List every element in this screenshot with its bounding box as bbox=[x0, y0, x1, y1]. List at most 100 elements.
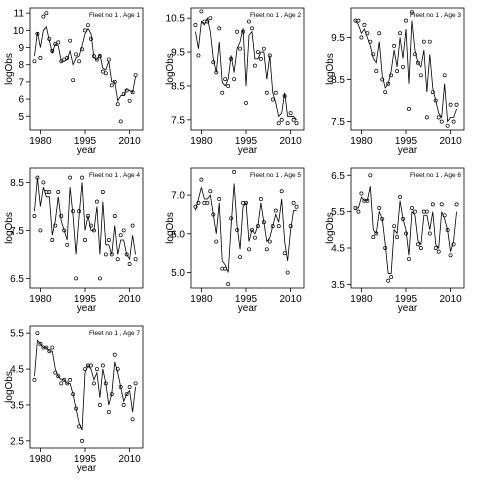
obs-point bbox=[377, 31, 382, 36]
plot-frame bbox=[350, 7, 465, 131]
panel-title: Fleet no 1 , Age 1 bbox=[89, 12, 140, 19]
plot-frame bbox=[29, 167, 144, 289]
obs-point bbox=[214, 239, 219, 244]
y-axis-label: logObs bbox=[165, 53, 176, 85]
y-tick-label: 8.5 bbox=[331, 75, 345, 86]
obs-point bbox=[252, 63, 257, 68]
obs-point bbox=[250, 26, 254, 31]
obs-point bbox=[196, 53, 201, 58]
obs-point bbox=[247, 19, 251, 24]
obs-point bbox=[404, 18, 408, 23]
x-axis-label: year bbox=[398, 303, 418, 314]
y-tick-label: 6.0 bbox=[171, 229, 185, 240]
obs-point bbox=[359, 35, 364, 40]
obs-point bbox=[424, 209, 429, 214]
panel: 1980 1995 2010 2.5 3.5 4.5 5.5 Fleet no 1 , Age… bbox=[4, 325, 144, 474]
obs-point bbox=[418, 73, 423, 78]
obs-point bbox=[395, 235, 400, 240]
obs-point bbox=[109, 83, 114, 88]
obs-point bbox=[80, 438, 84, 443]
x-tick-label: 1995 bbox=[235, 294, 258, 305]
obs-point bbox=[407, 107, 411, 111]
obs-point bbox=[430, 202, 435, 207]
x-tick-label: 2010 bbox=[118, 454, 141, 465]
obs-point bbox=[356, 18, 361, 23]
obs-point bbox=[273, 208, 278, 213]
x-tick-label: 1980 bbox=[190, 294, 213, 305]
obs-point bbox=[389, 275, 394, 280]
obs-point bbox=[100, 190, 105, 194]
obs-point bbox=[238, 255, 243, 259]
obs-point bbox=[89, 363, 93, 368]
y-tick-label: 6 bbox=[18, 95, 24, 106]
obs-point bbox=[94, 199, 99, 204]
obs-point bbox=[229, 216, 234, 221]
obs-point bbox=[401, 64, 405, 69]
obs-point bbox=[97, 402, 102, 407]
obs-point bbox=[127, 262, 132, 266]
obs-point bbox=[94, 367, 99, 372]
obs-point bbox=[238, 46, 243, 51]
obs-point bbox=[74, 276, 79, 281]
obs-point bbox=[62, 228, 67, 233]
obs-point bbox=[68, 38, 73, 43]
y-axis-label: logObs bbox=[4, 371, 15, 403]
y-tick-label: 9 bbox=[18, 43, 24, 54]
obs-point bbox=[217, 26, 222, 31]
obs-point bbox=[44, 11, 49, 16]
y-axis-label: logObs bbox=[4, 53, 15, 85]
obs-point bbox=[208, 189, 213, 194]
obs-point bbox=[398, 195, 403, 200]
obs-point bbox=[127, 98, 132, 103]
obs-point bbox=[244, 100, 248, 105]
obs-point bbox=[59, 381, 64, 386]
fit-line bbox=[34, 26, 136, 102]
obs-point bbox=[65, 242, 70, 247]
x-tick-label: 2010 bbox=[118, 294, 141, 305]
y-tick-label: 6.5 bbox=[331, 171, 345, 182]
obs-point bbox=[291, 200, 296, 205]
y-tick-label: 11 bbox=[14, 9, 25, 20]
obs-point bbox=[83, 238, 87, 242]
obs-point bbox=[371, 52, 376, 57]
x-axis-label: year bbox=[238, 145, 258, 156]
obs-point bbox=[288, 111, 293, 116]
y-tick-label: 7.5 bbox=[171, 115, 185, 126]
obs-point bbox=[232, 77, 237, 82]
obs-point bbox=[89, 36, 93, 41]
panel: 1980 1995 2010 7.5 8.5 9.5 10.5 Fleet no 1 , Ag… bbox=[165, 7, 305, 156]
obs-point bbox=[362, 22, 367, 27]
obs-point bbox=[130, 223, 135, 228]
y-tick-label: 7 bbox=[18, 77, 24, 88]
obs-point bbox=[115, 367, 120, 372]
obs-point bbox=[410, 206, 414, 210]
panel: 1980 1995 2010 5.0 6.0 7.0 Fleet no 1 , Age 5 y… bbox=[165, 167, 305, 314]
obs-point bbox=[220, 90, 225, 95]
obs-point bbox=[235, 29, 240, 34]
obs-point bbox=[133, 257, 138, 262]
obs-point bbox=[261, 46, 266, 51]
x-tick-label: 2010 bbox=[279, 136, 302, 147]
obs-point bbox=[112, 352, 117, 357]
obs-point bbox=[454, 102, 459, 107]
panel: 1980 1995 2010 5 6 7 8 9 10 11 Fleet no 1 , Age 1 y… bbox=[4, 7, 144, 156]
obs-point bbox=[196, 200, 201, 205]
y-tick-label: 6.5 bbox=[10, 274, 24, 285]
y-tick-label: 3.5 bbox=[331, 280, 345, 291]
obs-point bbox=[291, 117, 296, 122]
obs-point bbox=[252, 235, 257, 240]
fit-line bbox=[355, 186, 457, 274]
y-tick-label: 8.5 bbox=[171, 81, 185, 92]
obs-point bbox=[421, 39, 426, 44]
y-tick-label: 5 bbox=[18, 112, 24, 123]
obs-point bbox=[94, 57, 99, 62]
obs-point bbox=[439, 119, 444, 124]
obs-point bbox=[226, 83, 231, 88]
x-tick-label: 1995 bbox=[235, 136, 258, 147]
obs-point bbox=[433, 246, 438, 250]
obs-point bbox=[80, 175, 84, 180]
obs-point bbox=[270, 97, 275, 102]
y-tick-label: 9.5 bbox=[171, 48, 185, 59]
obs-point bbox=[415, 242, 420, 247]
plot-frame bbox=[350, 167, 465, 289]
